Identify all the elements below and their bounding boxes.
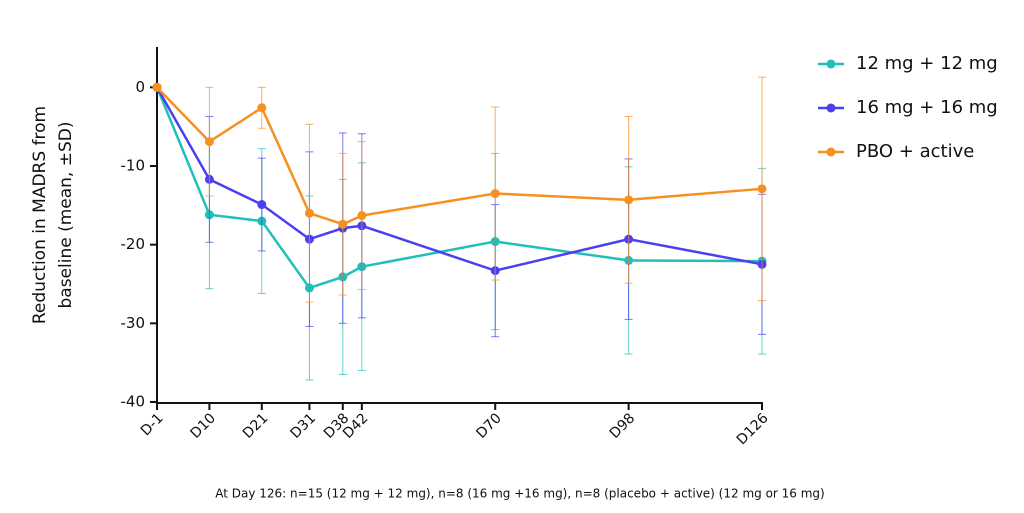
- data-point: [357, 211, 367, 221]
- series-line: [155, 86, 763, 272]
- legend-label: PBO + active: [856, 141, 974, 162]
- legend-marker: [826, 59, 836, 69]
- legend-marker: [826, 103, 836, 113]
- legend-label: 12 mg + 12 mg: [856, 53, 998, 74]
- x-tick-label: D-1: [138, 410, 167, 439]
- data-point: [624, 195, 634, 205]
- series-line: [156, 86, 763, 226]
- y-tick-label: -30: [121, 314, 146, 332]
- x-tick-label: D98: [607, 410, 639, 442]
- data-point: [304, 208, 314, 218]
- data-point: [257, 200, 267, 210]
- legend-label: 16 mg + 16 mg: [856, 97, 998, 118]
- x-tick-label: D126: [734, 410, 772, 448]
- footnote: At Day 126: n=15 (12 mg + 12 mg), n=8 (1…: [215, 487, 824, 501]
- data-point: [257, 103, 267, 113]
- data-point: [152, 82, 162, 92]
- data-point: [757, 184, 767, 194]
- y-tick-label: -10: [121, 157, 146, 175]
- x-tick-label: D31: [288, 410, 320, 442]
- x-tick-label: D10: [188, 410, 220, 442]
- data-point: [490, 189, 500, 199]
- x-tick-label: D21: [240, 410, 272, 442]
- y-axis-label: Reduction in MADRS from: [30, 106, 50, 324]
- y-axis-label: baseline (mean, ±SD): [56, 121, 76, 308]
- data-point: [338, 219, 348, 229]
- y-tick-label: 0: [135, 78, 145, 96]
- legend-marker: [826, 147, 836, 157]
- x-tick-label: D70: [473, 410, 505, 442]
- y-tick-label: -40: [121, 393, 146, 411]
- data-point: [204, 137, 214, 147]
- y-tick-label: -20: [121, 235, 146, 253]
